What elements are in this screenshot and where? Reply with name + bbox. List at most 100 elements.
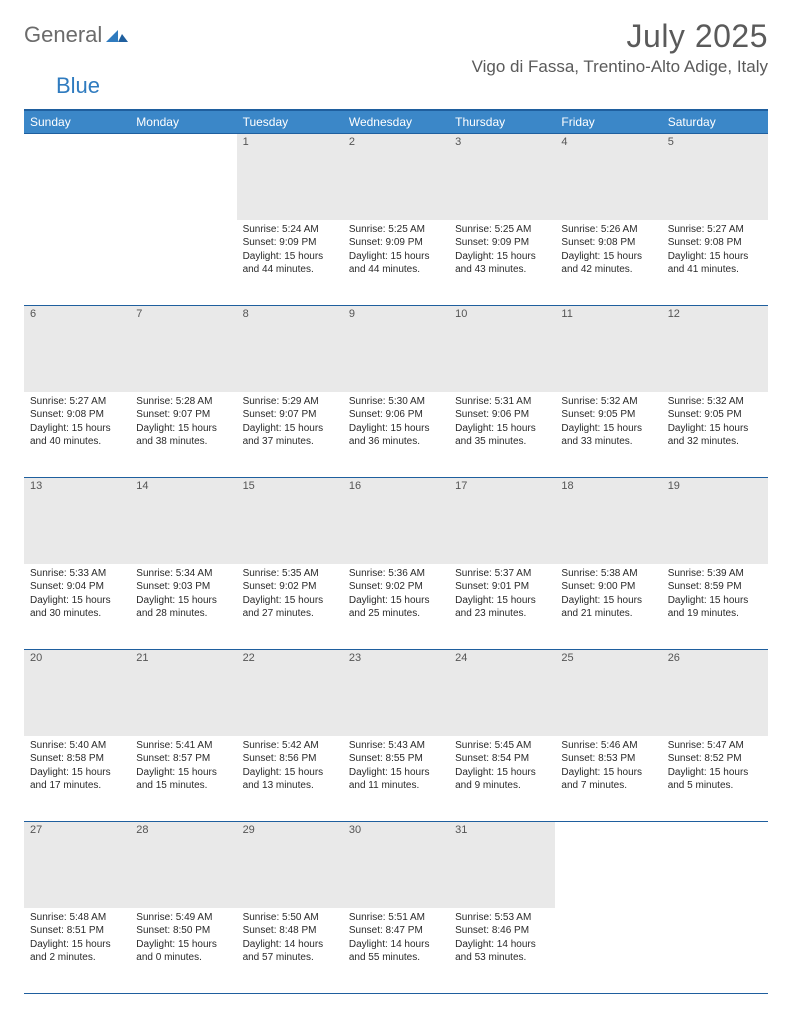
- sunset-text: Sunset: 9:01 PM: [455, 580, 549, 594]
- daynum-cell: 10: [449, 306, 555, 392]
- day-details: Sunrise: 5:30 AMSunset: 9:06 PMDaylight:…: [343, 392, 449, 453]
- daylight-text: Daylight: 14 hours and 57 minutes.: [243, 938, 337, 965]
- sunrise-text: Sunrise: 5:37 AM: [455, 567, 549, 581]
- daynum-cell: 19: [662, 478, 768, 564]
- sunrise-text: Sunrise: 5:48 AM: [30, 911, 124, 925]
- daylight-text: Daylight: 15 hours and 40 minutes.: [30, 422, 124, 449]
- sunset-text: Sunset: 8:47 PM: [349, 924, 443, 938]
- sunset-text: Sunset: 8:56 PM: [243, 752, 337, 766]
- sunset-text: Sunset: 8:50 PM: [136, 924, 230, 938]
- day-number: 24: [449, 650, 555, 666]
- sunrise-text: Sunrise: 5:49 AM: [136, 911, 230, 925]
- daylight-text: Daylight: 15 hours and 27 minutes.: [243, 594, 337, 621]
- day-number: 16: [343, 478, 449, 494]
- day-cell: Sunrise: 5:29 AMSunset: 9:07 PMDaylight:…: [237, 392, 343, 478]
- daynum-cell: 18: [555, 478, 661, 564]
- location-subtitle: Vigo di Fassa, Trentino-Alto Adige, Ital…: [472, 57, 768, 77]
- day-cell: Sunrise: 5:47 AMSunset: 8:52 PMDaylight:…: [662, 736, 768, 822]
- daynum-row: 12345: [24, 134, 768, 220]
- sunset-text: Sunset: 9:09 PM: [349, 236, 443, 250]
- day-number: 4: [555, 134, 661, 150]
- daylight-text: Daylight: 15 hours and 25 minutes.: [349, 594, 443, 621]
- day-cell: Sunrise: 5:25 AMSunset: 9:09 PMDaylight:…: [343, 220, 449, 306]
- day-number: 29: [237, 822, 343, 838]
- day-cell: [130, 220, 236, 306]
- day-cell: Sunrise: 5:46 AMSunset: 8:53 PMDaylight:…: [555, 736, 661, 822]
- day-number: 11: [555, 306, 661, 322]
- daynum-cell: [24, 134, 130, 220]
- daynum-cell: 3: [449, 134, 555, 220]
- brand-text-general: General: [24, 22, 102, 48]
- daylight-text: Daylight: 15 hours and 21 minutes.: [561, 594, 655, 621]
- daylight-text: Daylight: 15 hours and 2 minutes.: [30, 938, 124, 965]
- day-cell: [24, 220, 130, 306]
- sunrise-text: Sunrise: 5:32 AM: [561, 395, 655, 409]
- daynum-cell: 5: [662, 134, 768, 220]
- day-details: Sunrise: 5:27 AMSunset: 9:08 PMDaylight:…: [24, 392, 130, 453]
- sunrise-text: Sunrise: 5:27 AM: [668, 223, 762, 237]
- daylight-text: Daylight: 15 hours and 0 minutes.: [136, 938, 230, 965]
- day-details: Sunrise: 5:35 AMSunset: 9:02 PMDaylight:…: [237, 564, 343, 625]
- daynum-cell: 8: [237, 306, 343, 392]
- day-cell: Sunrise: 5:32 AMSunset: 9:05 PMDaylight:…: [662, 392, 768, 478]
- daylight-text: Daylight: 15 hours and 23 minutes.: [455, 594, 549, 621]
- daynum-cell: 16: [343, 478, 449, 564]
- sunset-text: Sunset: 9:04 PM: [30, 580, 124, 594]
- sunset-text: Sunset: 9:02 PM: [349, 580, 443, 594]
- day-details: Sunrise: 5:36 AMSunset: 9:02 PMDaylight:…: [343, 564, 449, 625]
- day-details: Sunrise: 5:46 AMSunset: 8:53 PMDaylight:…: [555, 736, 661, 797]
- daylight-text: Daylight: 15 hours and 19 minutes.: [668, 594, 762, 621]
- daylight-text: Daylight: 15 hours and 17 minutes.: [30, 766, 124, 793]
- daylight-text: Daylight: 15 hours and 11 minutes.: [349, 766, 443, 793]
- daynum-cell: 31: [449, 822, 555, 908]
- daylight-text: Daylight: 15 hours and 37 minutes.: [243, 422, 337, 449]
- day-cell: Sunrise: 5:50 AMSunset: 8:48 PMDaylight:…: [237, 908, 343, 994]
- day-number: 3: [449, 134, 555, 150]
- day-cell: [662, 908, 768, 994]
- daynum-cell: 11: [555, 306, 661, 392]
- daynum-cell: 30: [343, 822, 449, 908]
- daynum-cell: 23: [343, 650, 449, 736]
- day-cell: Sunrise: 5:53 AMSunset: 8:46 PMDaylight:…: [449, 908, 555, 994]
- sunrise-text: Sunrise: 5:39 AM: [668, 567, 762, 581]
- day-number: 14: [130, 478, 236, 494]
- daynum-cell: 25: [555, 650, 661, 736]
- day-details: Sunrise: 5:41 AMSunset: 8:57 PMDaylight:…: [130, 736, 236, 797]
- brand-text-blue: Blue: [56, 73, 100, 98]
- sunset-text: Sunset: 8:52 PM: [668, 752, 762, 766]
- day-cell: Sunrise: 5:31 AMSunset: 9:06 PMDaylight:…: [449, 392, 555, 478]
- day-number: 20: [24, 650, 130, 666]
- day-details: Sunrise: 5:24 AMSunset: 9:09 PMDaylight:…: [237, 220, 343, 281]
- daylight-text: Daylight: 15 hours and 38 minutes.: [136, 422, 230, 449]
- daynum-cell: 28: [130, 822, 236, 908]
- sunrise-text: Sunrise: 5:38 AM: [561, 567, 655, 581]
- daynum-cell: 15: [237, 478, 343, 564]
- day-details: Sunrise: 5:31 AMSunset: 9:06 PMDaylight:…: [449, 392, 555, 453]
- day-cell: Sunrise: 5:28 AMSunset: 9:07 PMDaylight:…: [130, 392, 236, 478]
- sunrise-text: Sunrise: 5:29 AM: [243, 395, 337, 409]
- sunset-text: Sunset: 8:59 PM: [668, 580, 762, 594]
- daynum-cell: 22: [237, 650, 343, 736]
- day-cell: Sunrise: 5:42 AMSunset: 8:56 PMDaylight:…: [237, 736, 343, 822]
- sunset-text: Sunset: 8:53 PM: [561, 752, 655, 766]
- day-header: Wednesday: [343, 110, 449, 134]
- day-cell: Sunrise: 5:36 AMSunset: 9:02 PMDaylight:…: [343, 564, 449, 650]
- daynum-cell: 27: [24, 822, 130, 908]
- daynum-cell: 24: [449, 650, 555, 736]
- sunset-text: Sunset: 9:08 PM: [668, 236, 762, 250]
- day-number: 25: [555, 650, 661, 666]
- day-number: 7: [130, 306, 236, 322]
- day-cell: Sunrise: 5:35 AMSunset: 9:02 PMDaylight:…: [237, 564, 343, 650]
- day-header: Sunday: [24, 110, 130, 134]
- day-details: Sunrise: 5:53 AMSunset: 8:46 PMDaylight:…: [449, 908, 555, 969]
- sunset-text: Sunset: 9:08 PM: [561, 236, 655, 250]
- daylight-text: Daylight: 15 hours and 30 minutes.: [30, 594, 124, 621]
- day-number: 15: [237, 478, 343, 494]
- sunrise-text: Sunrise: 5:46 AM: [561, 739, 655, 753]
- day-details: Sunrise: 5:40 AMSunset: 8:58 PMDaylight:…: [24, 736, 130, 797]
- day-details: Sunrise: 5:42 AMSunset: 8:56 PMDaylight:…: [237, 736, 343, 797]
- month-title: July 2025: [472, 18, 768, 55]
- day-number: 6: [24, 306, 130, 322]
- day-cell: Sunrise: 5:49 AMSunset: 8:50 PMDaylight:…: [130, 908, 236, 994]
- sunrise-text: Sunrise: 5:50 AM: [243, 911, 337, 925]
